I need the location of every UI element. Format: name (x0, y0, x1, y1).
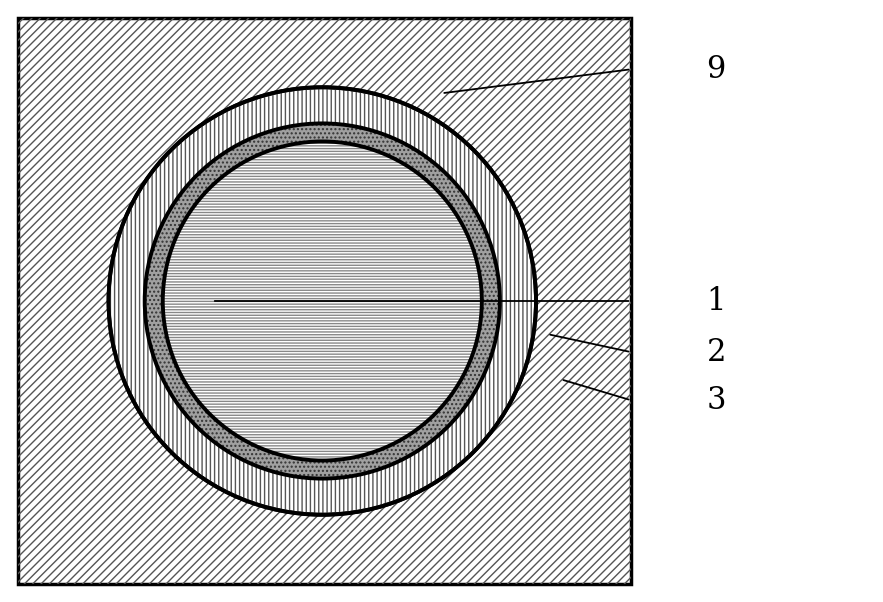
Circle shape (145, 123, 500, 479)
Circle shape (109, 87, 536, 515)
Bar (18, 18, 631, 584)
Text: 1: 1 (706, 285, 726, 317)
Bar (18, 18, 631, 584)
Circle shape (162, 141, 482, 461)
Text: 9: 9 (706, 54, 726, 85)
Text: 2: 2 (706, 337, 726, 368)
Text: 3: 3 (706, 385, 726, 416)
Circle shape (145, 123, 500, 479)
